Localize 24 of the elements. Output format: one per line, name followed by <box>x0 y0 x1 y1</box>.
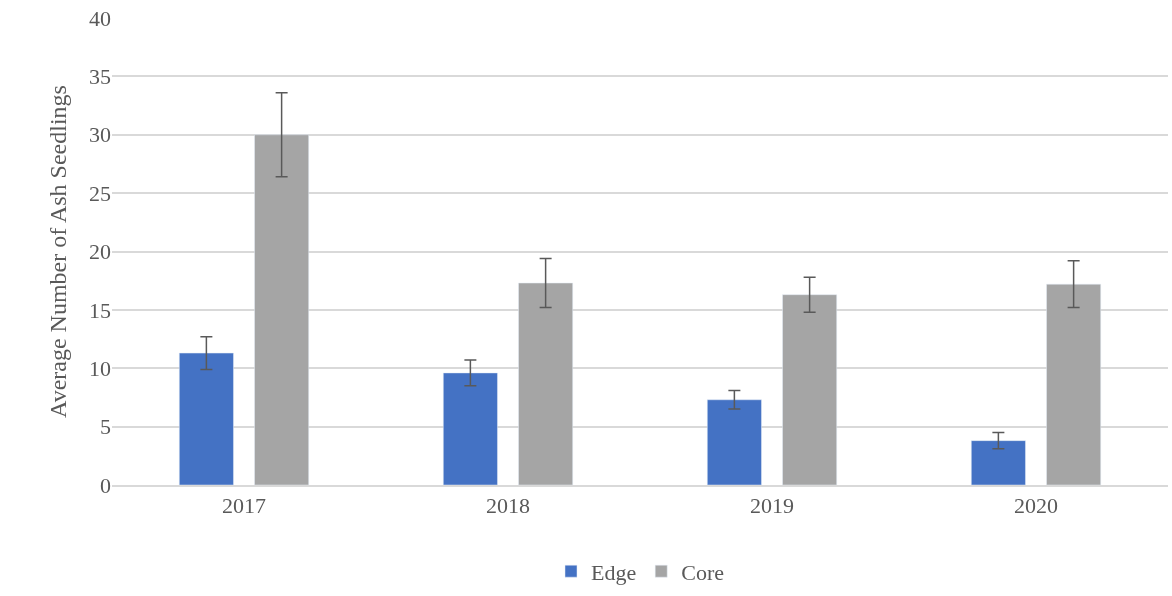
x-tick-label: 2018 <box>486 493 530 519</box>
bar <box>782 294 837 485</box>
y-tick-label: 35 <box>89 64 111 90</box>
bar <box>179 352 234 485</box>
bar <box>707 399 762 485</box>
x-tick-label: 2020 <box>1014 493 1058 519</box>
y-axis-title: Average Number of Ash Seedlings <box>45 85 72 418</box>
y-tick-label: 0 <box>100 472 111 498</box>
y-tick-label: 10 <box>89 355 111 381</box>
bar <box>518 282 573 485</box>
bar <box>1046 283 1101 485</box>
bar <box>443 372 498 485</box>
y-tick-label: 15 <box>89 297 111 323</box>
bar <box>254 134 309 485</box>
y-tick-label: 25 <box>89 180 111 206</box>
y-tick-label: 20 <box>89 239 111 265</box>
bar <box>971 440 1026 485</box>
x-tick-label: 2019 <box>750 493 794 519</box>
y-tick-label: 40 <box>89 5 111 31</box>
y-tick-label: 30 <box>89 122 111 148</box>
legend-label: Core <box>681 559 724 585</box>
x-tick-label: 2017 <box>222 493 266 519</box>
y-tick-label: 5 <box>100 414 111 440</box>
legend-label: Edge <box>591 559 637 585</box>
